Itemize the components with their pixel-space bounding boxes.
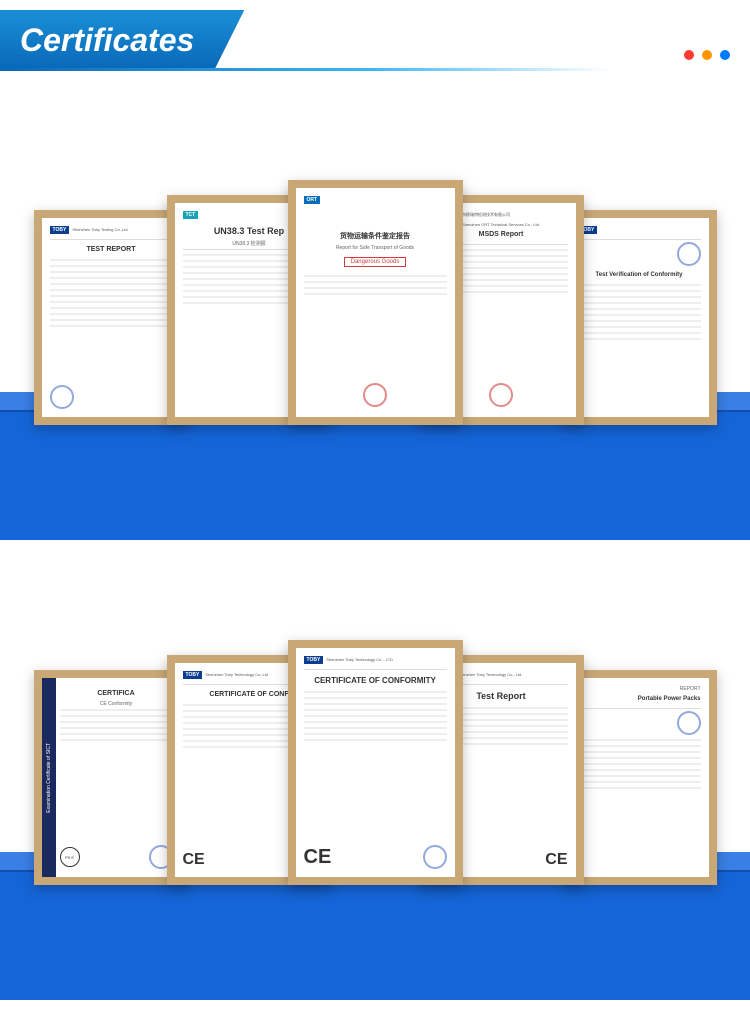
dot-orange <box>702 50 712 60</box>
certificates-row-1: TOBYShenzhen Toby Testing Co.,Ltd TEST R… <box>0 110 750 540</box>
stamp-seal <box>677 711 701 735</box>
ce-mark: CE <box>183 851 205 869</box>
cert-title: TEST REPORT <box>50 246 173 253</box>
certificate-frame: TOBYShenzhen Toby Technology Co ., LTD C… <box>288 640 463 885</box>
header-banner: Certificates <box>0 10 244 70</box>
dot-red <box>684 50 694 60</box>
logo-badge: TOBY <box>50 226 70 234</box>
stamp-seal <box>489 383 513 407</box>
cert-title: Test Verification of Conformity <box>578 272 701 278</box>
certificate-frame: Examination Certificate of SICT CERTIFIC… <box>34 670 189 885</box>
cert-title: CERTIFICATE OF CONFORMITY <box>304 676 447 685</box>
logo-badge: TOBY <box>183 671 203 679</box>
certificate-frame: ORT 货物运输条件鉴定报告 Report for Safe Transport… <box>288 180 463 425</box>
dot-blue <box>720 50 730 60</box>
logo-badge: TCT <box>183 211 199 219</box>
stamp-seal <box>677 242 701 266</box>
company-name: Shenzhen Toby Technology Co., Ltd. <box>457 672 522 677</box>
certificate-frame: TOBYShenzhen Toby Testing Co.,Ltd TEST R… <box>34 210 189 425</box>
stamp-seal <box>423 845 447 869</box>
sict-side-strip: Examination Certificate of SICT <box>42 678 56 877</box>
company-name: Shenzhen Toby Testing Co.,Ltd <box>72 227 127 232</box>
certificate-page: TOBYShenzhen Toby Testing Co.,Ltd TEST R… <box>42 218 181 417</box>
certificate-page: Examination Certificate of SICT CERTIFIC… <box>42 678 181 877</box>
cert-subtitle: Report for Safe Transport of Goods <box>304 245 447 251</box>
certificate-page: TOBYShenzhen Toby Technology Co ., LTD C… <box>296 648 455 877</box>
logo-badge: TOBY <box>304 656 324 664</box>
display-shelf <box>0 870 750 1000</box>
company-name: Shenzhen Toby Technology Co ., LTD <box>326 657 393 662</box>
header-underline <box>0 68 610 71</box>
certificate-page: TOBY Test Verification of Conformity <box>570 218 709 417</box>
certificates-fan: TOBYShenzhen Toby Testing Co.,Ltd TEST R… <box>0 180 750 425</box>
ps-mark: PS E <box>60 847 80 867</box>
certificates-fan: Examination Certificate of SICT CERTIFIC… <box>0 640 750 885</box>
cert-subtitle: CE Conformity <box>60 701 173 707</box>
cert-title: 货物运输条件鉴定报告 <box>304 231 447 241</box>
certificate-page: ORT 货物运输条件鉴定报告 Report for Safe Transport… <box>296 188 455 417</box>
header-title: Certificates <box>20 20 194 60</box>
company-name: Shenzhen Toby Technology Co.,Ltd <box>205 672 268 677</box>
ce-mark: CE <box>304 846 332 869</box>
ce-mark: CE <box>545 851 567 869</box>
cert-title: Portable Power Packs <box>578 696 701 702</box>
certificates-row-2: Examination Certificate of SICT CERTIFIC… <box>0 570 750 1000</box>
stamp-seal <box>50 385 74 409</box>
header-dots <box>684 50 730 60</box>
cert-subtitle: REPORT <box>578 686 701 692</box>
display-shelf <box>0 410 750 540</box>
cert-title: CERTIFICA <box>60 690 173 697</box>
stamp-seal <box>363 383 387 407</box>
danger-tag: Dangerous Goods <box>344 257 407 267</box>
logo-badge: ORT <box>304 196 321 204</box>
section-header: Certificates <box>0 10 750 90</box>
certificate-page: REPORT Portable Power Packs <box>570 678 709 877</box>
certificate-frame: REPORT Portable Power Packs <box>562 670 717 885</box>
certificate-frame: TOBY Test Verification of Conformity <box>562 210 717 425</box>
